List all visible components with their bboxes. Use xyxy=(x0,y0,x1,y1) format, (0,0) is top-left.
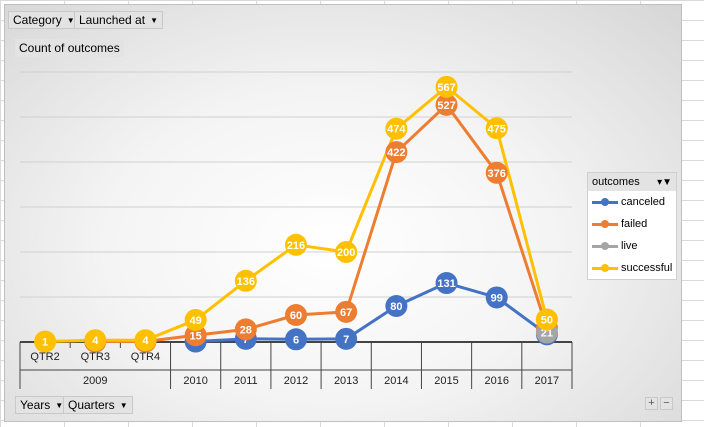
legend-label: failed xyxy=(621,218,648,230)
legend-label: canceled xyxy=(621,196,666,208)
data-label-successful: 567 xyxy=(437,82,455,94)
data-point-failed xyxy=(285,304,307,326)
x-tick-label: QTR2 xyxy=(30,351,59,363)
expand-field-button[interactable]: + xyxy=(645,397,658,410)
legend-swatch xyxy=(592,263,618,273)
data-label-successful: 200 xyxy=(337,247,355,259)
data-label-failed: 422 xyxy=(387,147,405,159)
legend-header[interactable]: outcomes ▾▼ xyxy=(588,173,676,191)
data-point-canceled xyxy=(285,328,307,351)
category-filter-label: Category xyxy=(13,13,62,27)
data-label-canceled: 6 xyxy=(293,334,299,346)
legend-item-live: live xyxy=(588,235,676,257)
collapse-field-button[interactable]: − xyxy=(660,397,673,410)
data-label-live: 21 xyxy=(541,328,553,340)
legend: outcomes ▾▼ canceled failed live successful xyxy=(587,172,677,280)
values-field-button[interactable]: Count of outcomes xyxy=(15,39,124,57)
dropdown-arrow-icon: ▼ xyxy=(55,400,64,410)
legend-item-successful: successful xyxy=(588,257,676,279)
data-label-successful: 475 xyxy=(488,123,506,135)
legend-swatch xyxy=(592,241,618,251)
data-label-successful: 49 xyxy=(190,315,202,327)
x-group-label: 2016 xyxy=(484,375,508,387)
data-label-successful: 216 xyxy=(287,240,305,252)
data-label-successful: 136 xyxy=(237,276,255,288)
legend-title: outcomes xyxy=(592,176,640,188)
data-point-canceled xyxy=(335,327,358,350)
dropdown-arrow-icon: ▼ xyxy=(66,15,75,25)
x-group-label: 2012 xyxy=(284,375,308,387)
data-label-failed: 15 xyxy=(190,330,202,342)
data-point-failed xyxy=(435,93,458,116)
data-label-failed: 527 xyxy=(437,100,455,112)
data-label-successful: 1 xyxy=(42,337,48,349)
data-label-successful: 4 xyxy=(142,335,149,347)
data-point-successful xyxy=(184,308,207,331)
data-point-successful xyxy=(485,117,508,140)
quarters-field-button[interactable]: Quarters ▼ xyxy=(63,396,133,414)
data-point-canceled xyxy=(485,286,508,309)
x-group-label: 2010 xyxy=(183,375,207,387)
data-point-successful xyxy=(285,233,307,256)
x-group-label: 2017 xyxy=(535,375,559,387)
x-group-label: 2015 xyxy=(434,375,458,387)
dropdown-arrow-icon: ▼ xyxy=(119,400,128,410)
data-point-canceled xyxy=(385,295,408,317)
data-point-canceled xyxy=(435,272,458,295)
filter-funnel-icon[interactable]: ▾▼ xyxy=(657,176,672,188)
legend-item-canceled: canceled xyxy=(588,191,676,213)
series-line-failed xyxy=(95,103,549,344)
data-point-failed xyxy=(184,324,207,347)
data-label-failed: 60 xyxy=(290,310,302,322)
pivot-chart[interactable] xyxy=(4,4,682,422)
data-point-successful xyxy=(84,329,107,352)
data-point-failed xyxy=(335,300,358,323)
data-point-successful xyxy=(34,330,57,353)
data-point-failed xyxy=(234,318,257,341)
data-point-failed xyxy=(385,141,408,164)
data-label-successful: 50 xyxy=(541,315,553,327)
data-point-successful xyxy=(134,329,157,352)
dropdown-arrow-icon: ▼ xyxy=(150,15,158,25)
data-label-canceled: 99 xyxy=(491,292,503,304)
series-line-successful xyxy=(45,85,549,344)
data-label-canceled: 7 xyxy=(343,334,349,346)
years-field-button[interactable]: Years ▼ xyxy=(15,396,69,414)
values-field-label: Count of outcomes xyxy=(19,41,120,55)
launched-at-filter-button[interactable]: Launched at ▼ xyxy=(74,11,163,29)
data-point-successful xyxy=(234,269,257,292)
data-point-successful xyxy=(335,241,358,263)
data-label-successful: 474 xyxy=(387,124,406,136)
data-point-successful xyxy=(535,308,558,331)
data-point-failed xyxy=(485,161,508,184)
data-label-successful: 4 xyxy=(92,335,99,347)
quarters-field-label: Quarters xyxy=(68,398,115,412)
legend-item-failed: failed xyxy=(588,213,676,235)
data-label-failed: 376 xyxy=(488,168,506,180)
legend-label: successful xyxy=(621,262,673,274)
x-tick-label: QTR3 xyxy=(81,351,110,363)
x-group-label: 2009 xyxy=(83,375,107,387)
legend-label: live xyxy=(621,240,638,252)
data-point-successful xyxy=(435,75,458,98)
x-group-label: 2011 xyxy=(234,375,258,387)
legend-swatch xyxy=(592,197,618,207)
x-group-label: 2013 xyxy=(334,375,358,387)
x-tick-label: QTR4 xyxy=(131,351,160,363)
legend-swatch xyxy=(592,219,618,229)
data-label-failed: 28 xyxy=(240,324,252,336)
data-label-failed: 67 xyxy=(340,307,352,319)
launched-at-filter-label: Launched at xyxy=(79,13,146,27)
years-field-label: Years xyxy=(20,398,51,412)
x-group-label: 2014 xyxy=(384,375,408,387)
data-label-canceled: 80 xyxy=(390,301,402,313)
data-label-canceled: 131 xyxy=(437,278,455,290)
data-point-successful xyxy=(385,117,408,140)
